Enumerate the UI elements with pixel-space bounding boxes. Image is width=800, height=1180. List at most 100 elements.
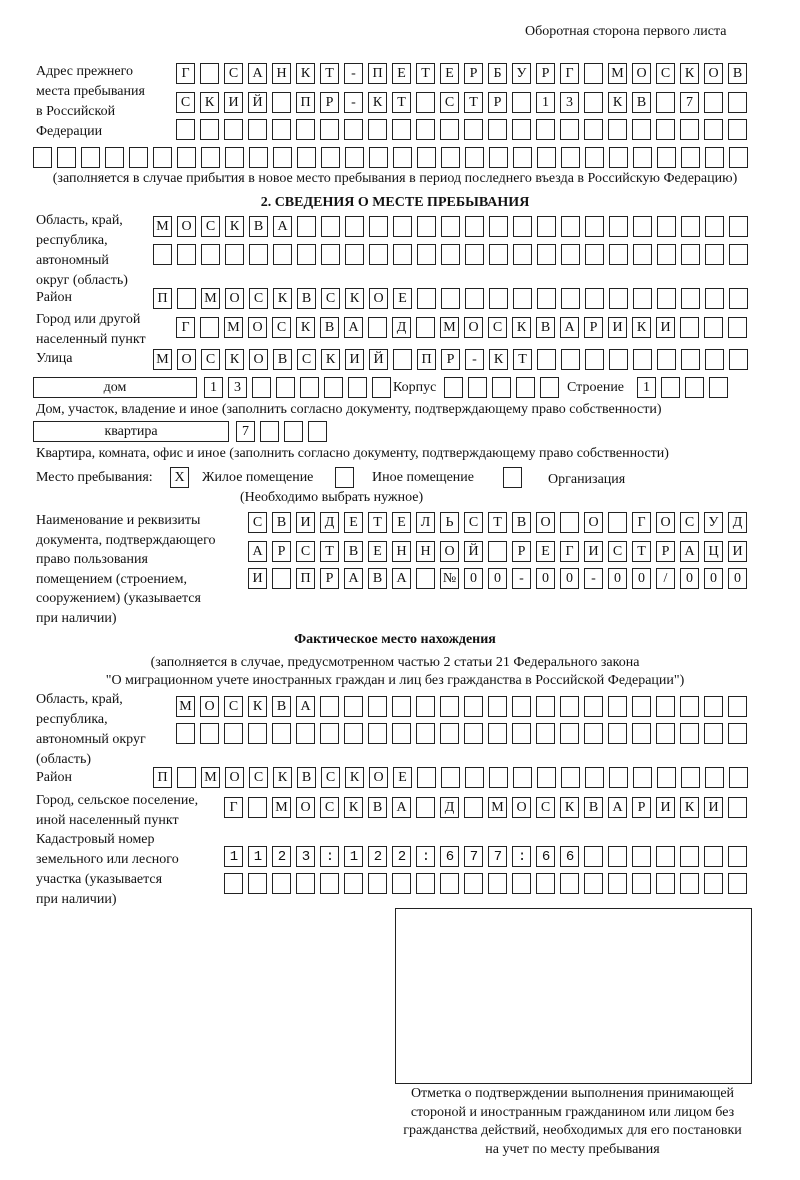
- prev-address-cell[interactable]: [200, 63, 219, 84]
- actual-region-cell[interactable]: [560, 723, 579, 744]
- actual-region-cell[interactable]: [440, 696, 459, 717]
- prev-address-cell[interactable]: [681, 147, 700, 168]
- district-cell[interactable]: [681, 288, 700, 309]
- actual-city-cell[interactable]: О: [296, 797, 315, 818]
- region-cell[interactable]: [369, 216, 388, 237]
- document-cell[interactable]: Л: [416, 512, 435, 533]
- prev-address-cell[interactable]: Г: [176, 63, 195, 84]
- document-cell[interactable]: Г: [632, 512, 651, 533]
- prev-address-cell[interactable]: [729, 147, 748, 168]
- region-cell[interactable]: [225, 244, 244, 265]
- korpus-cell[interactable]: [540, 377, 559, 398]
- street-cell[interactable]: [585, 349, 604, 370]
- city-cell[interactable]: К: [512, 317, 531, 338]
- prev-address-cell[interactable]: [200, 119, 219, 140]
- document-cell[interactable]: В: [512, 512, 531, 533]
- actual-city-cell[interactable]: [248, 797, 267, 818]
- korpus-cell[interactable]: [468, 377, 487, 398]
- region-cell[interactable]: [465, 216, 484, 237]
- prev-address-cell[interactable]: [440, 119, 459, 140]
- prev-address-cell[interactable]: [728, 119, 747, 140]
- district-cell[interactable]: [657, 288, 676, 309]
- actual-district-cell[interactable]: [489, 767, 508, 788]
- prev-address-cell[interactable]: Г: [560, 63, 579, 84]
- city-cell[interactable]: [200, 317, 219, 338]
- region-cell[interactable]: М: [153, 216, 172, 237]
- document-cell[interactable]: Р: [320, 568, 339, 589]
- street-cell[interactable]: С: [201, 349, 220, 370]
- document-cell[interactable]: Е: [368, 541, 387, 562]
- city-cell[interactable]: И: [656, 317, 675, 338]
- city-cell[interactable]: В: [536, 317, 555, 338]
- building-cell[interactable]: [709, 377, 728, 398]
- region-cell[interactable]: [393, 244, 412, 265]
- document-cell[interactable]: Е: [344, 512, 363, 533]
- document-cell[interactable]: 0: [704, 568, 723, 589]
- actual-district-cell[interactable]: [177, 767, 196, 788]
- street-cell[interactable]: [609, 349, 628, 370]
- document-cell[interactable]: В: [272, 512, 291, 533]
- region-cell[interactable]: [345, 244, 364, 265]
- actual-district-cell[interactable]: О: [225, 767, 244, 788]
- document-cell[interactable]: -: [512, 568, 531, 589]
- prev-address-cell[interactable]: [704, 92, 723, 113]
- city-cell[interactable]: Д: [392, 317, 411, 338]
- cadastral-cell[interactable]: [392, 846, 411, 867]
- prev-address-cell[interactable]: 1: [536, 92, 555, 113]
- actual-city-cell[interactable]: К: [680, 797, 699, 818]
- apartment-number-cell[interactable]: [260, 421, 279, 442]
- actual-district-cell[interactable]: К: [345, 767, 364, 788]
- prev-address-cell[interactable]: [320, 119, 339, 140]
- document-cell[interactable]: 0: [560, 568, 579, 589]
- actual-district-cell[interactable]: [537, 767, 556, 788]
- cadastral-cell[interactable]: [344, 846, 363, 867]
- district-cell[interactable]: [537, 288, 556, 309]
- district-cell[interactable]: [729, 288, 748, 309]
- prev-address-cell[interactable]: Р: [488, 92, 507, 113]
- street-cell[interactable]: Т: [513, 349, 532, 370]
- document-cell[interactable]: [488, 541, 507, 562]
- region-cell[interactable]: [513, 216, 532, 237]
- prev-address-cell[interactable]: [296, 119, 315, 140]
- region-cell[interactable]: [201, 244, 220, 265]
- region-cell[interactable]: [561, 216, 580, 237]
- place-checkbox-residential[interactable]: X: [170, 467, 189, 488]
- house-number-cell[interactable]: [300, 377, 319, 398]
- document-cell[interactable]: У: [704, 512, 723, 533]
- prev-address-cell[interactable]: И: [224, 92, 243, 113]
- prev-address-cell[interactable]: Н: [272, 63, 291, 84]
- region-cell[interactable]: К: [225, 216, 244, 237]
- region-cell[interactable]: [441, 244, 460, 265]
- prev-address-cell[interactable]: [584, 119, 603, 140]
- prev-address-cell[interactable]: П: [368, 63, 387, 84]
- cadastral-cell[interactable]: [728, 846, 747, 867]
- district-cell[interactable]: [585, 288, 604, 309]
- prev-address-cell[interactable]: [560, 119, 579, 140]
- street-cell[interactable]: [705, 349, 724, 370]
- actual-district-cell[interactable]: [729, 767, 748, 788]
- prev-address-cell[interactable]: С: [440, 92, 459, 113]
- actual-city-cell[interactable]: С: [320, 797, 339, 818]
- district-cell[interactable]: В: [297, 288, 316, 309]
- prev-address-cell[interactable]: [153, 147, 172, 168]
- cadastral-cell[interactable]: [416, 873, 435, 894]
- actual-district-cell[interactable]: [609, 767, 628, 788]
- document-cell[interactable]: №: [440, 568, 459, 589]
- region-cell[interactable]: [177, 244, 196, 265]
- document-cell[interactable]: Р: [272, 541, 291, 562]
- prev-address-cell[interactable]: Й: [248, 92, 267, 113]
- actual-region-cell[interactable]: [512, 723, 531, 744]
- cadastral-cell[interactable]: [272, 846, 291, 867]
- document-cell[interactable]: О: [656, 512, 675, 533]
- city-cell[interactable]: Г: [176, 317, 195, 338]
- actual-district-cell[interactable]: С: [249, 767, 268, 788]
- actual-region-cell[interactable]: С: [224, 696, 243, 717]
- prev-address-cell[interactable]: Т: [392, 92, 411, 113]
- prev-address-cell[interactable]: Р: [536, 63, 555, 84]
- actual-region-cell[interactable]: [368, 696, 387, 717]
- actual-district-cell[interactable]: [561, 767, 580, 788]
- actual-district-cell[interactable]: К: [273, 767, 292, 788]
- region-cell[interactable]: [537, 216, 556, 237]
- house-number-cell[interactable]: 3: [228, 377, 247, 398]
- district-cell[interactable]: [417, 288, 436, 309]
